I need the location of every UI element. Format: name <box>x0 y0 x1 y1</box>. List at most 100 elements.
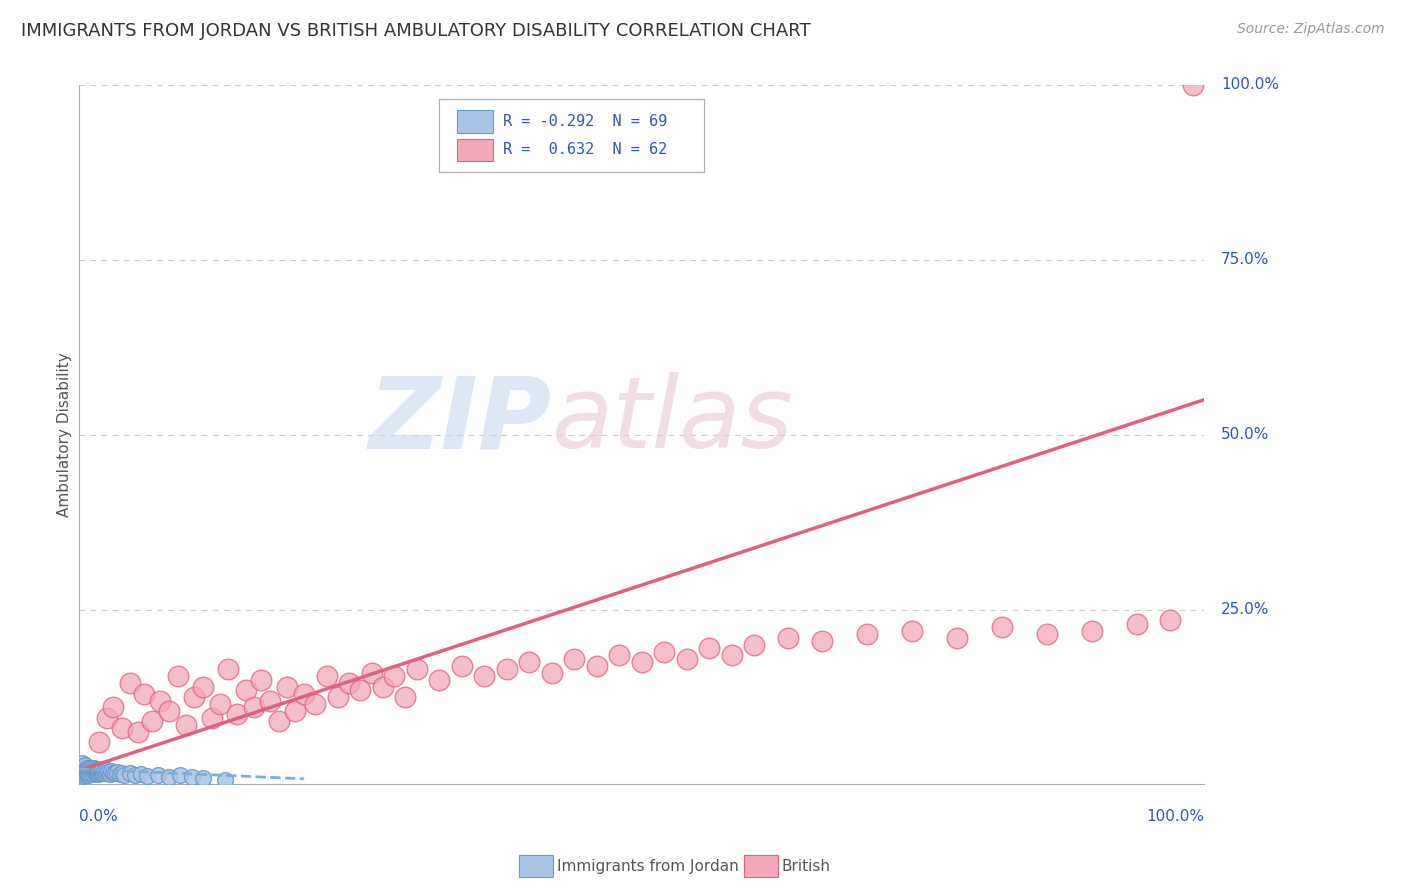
Point <box>89 764 111 778</box>
Point <box>89 763 111 777</box>
Point <box>945 631 967 645</box>
Point <box>157 704 180 718</box>
Text: ZIP: ZIP <box>368 372 551 469</box>
Point <box>86 764 108 778</box>
Point <box>83 763 105 777</box>
Point <box>98 767 121 781</box>
Point <box>191 680 214 694</box>
Point <box>70 767 93 781</box>
Text: Source: ZipAtlas.com: Source: ZipAtlas.com <box>1237 22 1385 37</box>
Point <box>225 707 247 722</box>
Point <box>146 767 169 781</box>
Point <box>77 761 100 775</box>
Point <box>360 665 382 680</box>
Point <box>585 658 607 673</box>
Point <box>284 704 307 718</box>
Point <box>96 711 118 725</box>
Point <box>720 648 742 662</box>
Point <box>79 766 101 780</box>
Point <box>742 638 765 652</box>
Point <box>900 624 922 638</box>
Text: R = -0.292  N = 69: R = -0.292 N = 69 <box>503 114 668 128</box>
Point <box>169 768 191 782</box>
Point <box>1159 613 1181 627</box>
Text: IMMIGRANTS FROM JORDAN VS BRITISH AMBULATORY DISABILITY CORRELATION CHART: IMMIGRANTS FROM JORDAN VS BRITISH AMBULA… <box>21 22 811 40</box>
Point <box>72 764 94 779</box>
Point <box>90 764 112 779</box>
Point <box>259 693 281 707</box>
Point <box>1125 616 1147 631</box>
Point <box>427 673 450 687</box>
Point <box>75 767 97 781</box>
Point <box>118 766 141 780</box>
FancyBboxPatch shape <box>457 139 494 161</box>
Point <box>1080 624 1102 638</box>
Point <box>250 673 273 687</box>
Point <box>75 762 97 776</box>
Point <box>72 764 94 779</box>
Point <box>855 627 877 641</box>
Point <box>89 735 111 749</box>
Point <box>79 762 101 776</box>
Point <box>394 690 416 704</box>
Point <box>89 765 111 780</box>
Point <box>72 762 94 776</box>
Point <box>810 634 832 648</box>
Point <box>108 767 131 781</box>
Point <box>90 762 112 776</box>
Point <box>83 764 105 779</box>
Point <box>235 683 257 698</box>
Point <box>101 700 124 714</box>
Text: 100.0%: 100.0% <box>1220 78 1279 93</box>
Point <box>217 662 239 676</box>
Point <box>269 714 291 729</box>
Point <box>111 765 134 780</box>
Point <box>1035 627 1057 641</box>
Point <box>141 714 163 729</box>
Point <box>183 690 205 704</box>
Point <box>73 767 96 781</box>
Point <box>100 764 122 779</box>
Point <box>315 669 337 683</box>
Text: R =  0.632  N = 62: R = 0.632 N = 62 <box>503 143 668 158</box>
Point <box>174 718 197 732</box>
Point <box>96 764 118 778</box>
Y-axis label: Ambulatory Disability: Ambulatory Disability <box>58 352 72 517</box>
Text: 100.0%: 100.0% <box>1146 809 1204 824</box>
Text: 75.0%: 75.0% <box>1220 252 1270 268</box>
Point <box>80 761 103 775</box>
Point <box>76 764 98 778</box>
Point <box>652 644 675 658</box>
Point <box>517 655 540 669</box>
FancyBboxPatch shape <box>457 110 494 133</box>
Point <box>540 665 562 680</box>
Point <box>292 686 315 700</box>
Point <box>105 764 128 779</box>
Point <box>77 765 100 780</box>
Point <box>157 770 180 784</box>
Point <box>382 669 405 683</box>
Point <box>77 763 100 777</box>
Point <box>75 764 97 779</box>
Point <box>83 761 105 775</box>
Point <box>349 683 371 698</box>
Point <box>118 676 141 690</box>
Point <box>607 648 630 662</box>
Point <box>93 764 115 779</box>
Point <box>1181 78 1204 92</box>
Text: British: British <box>782 859 831 873</box>
Point <box>201 711 224 725</box>
Point <box>180 771 202 785</box>
Point <box>82 764 104 778</box>
Point <box>214 773 236 788</box>
Point <box>167 669 190 683</box>
Point <box>697 640 720 655</box>
Point <box>77 768 100 782</box>
Point <box>127 725 149 739</box>
Point <box>72 756 94 771</box>
Text: atlas: atlas <box>551 372 793 469</box>
Text: 0.0%: 0.0% <box>79 809 118 824</box>
Point <box>104 766 127 780</box>
Point <box>72 769 94 783</box>
Point <box>405 662 427 676</box>
